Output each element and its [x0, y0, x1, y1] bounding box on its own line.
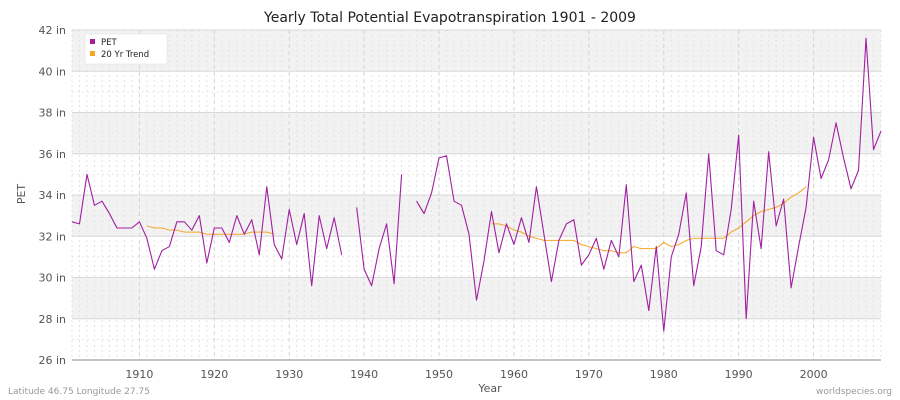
y-tick-label: 42 in	[38, 24, 66, 37]
y-tick-label: 30 in	[38, 272, 66, 285]
series-layer	[71, 37, 882, 332]
y-axis-label: PET	[15, 184, 28, 205]
footer-source: worldspecies.org	[816, 387, 892, 397]
x-axis-ticks: 1910 1920 1930 1940 1950 1960 1970 1980 1990 2000	[125, 368, 827, 381]
y-tick-label: 32 in	[38, 230, 66, 243]
series-pet	[71, 37, 882, 332]
x-tick-label: 1960	[500, 368, 528, 381]
legend-label-trend: 20 Yr Trend	[101, 50, 149, 60]
x-tick-label: 1930	[275, 368, 303, 381]
chart-title: Yearly Total Potential Evapotranspiratio…	[263, 10, 636, 26]
x-tick-label: 1910	[125, 368, 153, 381]
y-tick-label: 38 in	[38, 107, 66, 120]
y-tick-label: 26 in	[38, 354, 66, 367]
y-tick-label: 28 in	[38, 313, 66, 326]
legend-box	[84, 33, 168, 65]
legend: PET 20 Yr Trend	[84, 33, 168, 65]
x-tick-label: 1950	[425, 368, 453, 381]
series-line-trend	[146, 186, 807, 254]
x-tick-label: 1970	[575, 368, 603, 381]
y-tick-label: 36 in	[38, 148, 66, 161]
legend-swatch-trend	[90, 51, 95, 56]
x-tick-label: 2000	[800, 368, 828, 381]
x-tick-label: 1940	[350, 368, 378, 381]
legend-label-pet: PET	[101, 38, 117, 48]
x-axis-label: Year	[477, 382, 502, 395]
x-tick-label: 1920	[200, 368, 228, 381]
y-tick-label: 34 in	[38, 189, 66, 202]
series-line-pet	[71, 37, 882, 332]
series-trend	[146, 186, 807, 254]
x-tick-label: 1990	[725, 368, 753, 381]
x-tick-label: 1980	[650, 368, 678, 381]
y-axis-ticks: 26 in 28 in 30 in 32 in 34 in 36 in 38 in 40 in…	[38, 24, 66, 367]
footer-location: Latitude 46.75 Longitude 27.75	[8, 387, 150, 397]
legend-swatch-pet	[90, 39, 95, 44]
y-tick-label: 40 in	[38, 65, 66, 78]
